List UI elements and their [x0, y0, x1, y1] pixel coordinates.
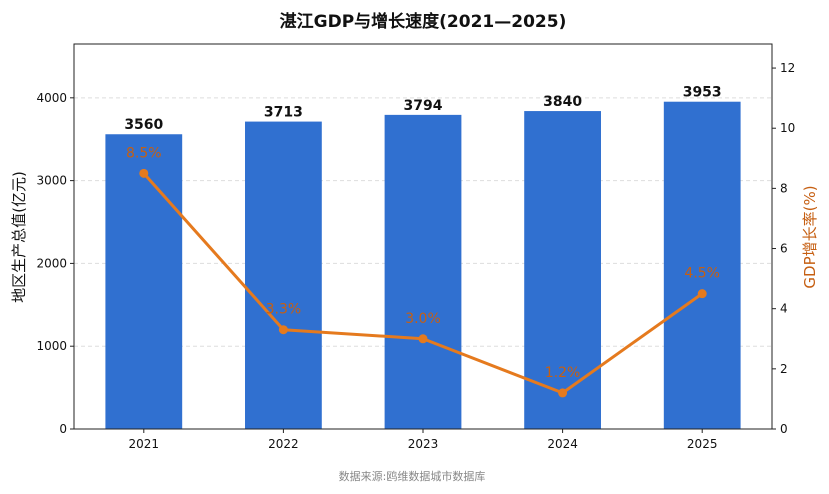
growth-point: [418, 334, 428, 344]
y2-axis-label: GDP增长率(%): [801, 185, 819, 288]
bar-value-label: 3953: [683, 85, 722, 101]
y2-axis-ticks: 0 2 4 6 8 10 12: [772, 61, 795, 436]
gridlines: [74, 97, 772, 347]
bar: [245, 121, 322, 430]
y-axis-label: 地区生产总值(亿元): [10, 171, 28, 303]
x-tick-label: 2022: [268, 437, 299, 451]
bar-value-label: 3713: [264, 105, 303, 121]
x-axis-ticks: 2021 2022 2023 2024 2025: [129, 429, 718, 451]
growth-value-label: 1.2%: [545, 365, 581, 381]
y-tick-label: 2000: [36, 256, 67, 270]
bar-value-label: 3560: [124, 117, 163, 133]
bar-series: [105, 101, 741, 430]
bar: [105, 134, 183, 429]
growth-value-label: 4.5%: [684, 266, 720, 282]
bar: [384, 114, 462, 430]
x-tick-label: 2023: [408, 437, 439, 451]
y-tick-label: 3000: [36, 174, 67, 188]
y2-tick-label: 4: [780, 302, 788, 316]
y-tick-label: 0: [59, 422, 67, 436]
chart-title: 湛江GDP与增长速度(2021—2025): [280, 11, 567, 32]
bar: [663, 101, 741, 429]
y2-tick-label: 10: [780, 121, 795, 135]
data-source: 数据来源:鸥维数据城市数据库: [339, 469, 486, 483]
y-tick-label: 4000: [36, 91, 67, 105]
bar-value-label: 3794: [404, 98, 443, 114]
growth-point: [139, 168, 149, 178]
y2-tick-label: 2: [780, 362, 788, 376]
x-tick-label: 2025: [687, 437, 718, 451]
growth-value-labels: 8.5% 3.3% 3.0% 1.2% 4.5%: [126, 145, 720, 381]
growth-value-label: 8.5%: [126, 145, 162, 161]
y-tick-label: 1000: [36, 339, 67, 353]
growth-value-label: 3.3%: [266, 302, 302, 318]
bar-value-label: 3840: [543, 94, 582, 110]
y-axis-ticks: 0 1000 2000 3000 4000: [36, 91, 74, 436]
growth-point: [278, 325, 288, 335]
y2-tick-label: 0: [780, 422, 788, 436]
growth-point: [558, 388, 568, 398]
y2-tick-label: 6: [780, 242, 788, 256]
x-tick-label: 2024: [547, 437, 578, 451]
y2-tick-label: 8: [780, 181, 788, 195]
bar-value-labels: 3560 3713 3794 3840 3953: [124, 85, 721, 134]
growth-point: [697, 289, 707, 299]
x-tick-label: 2021: [129, 437, 160, 451]
growth-value-label: 3.0%: [405, 311, 441, 327]
y2-tick-label: 12: [780, 61, 795, 75]
growth-line-series: [139, 168, 707, 398]
